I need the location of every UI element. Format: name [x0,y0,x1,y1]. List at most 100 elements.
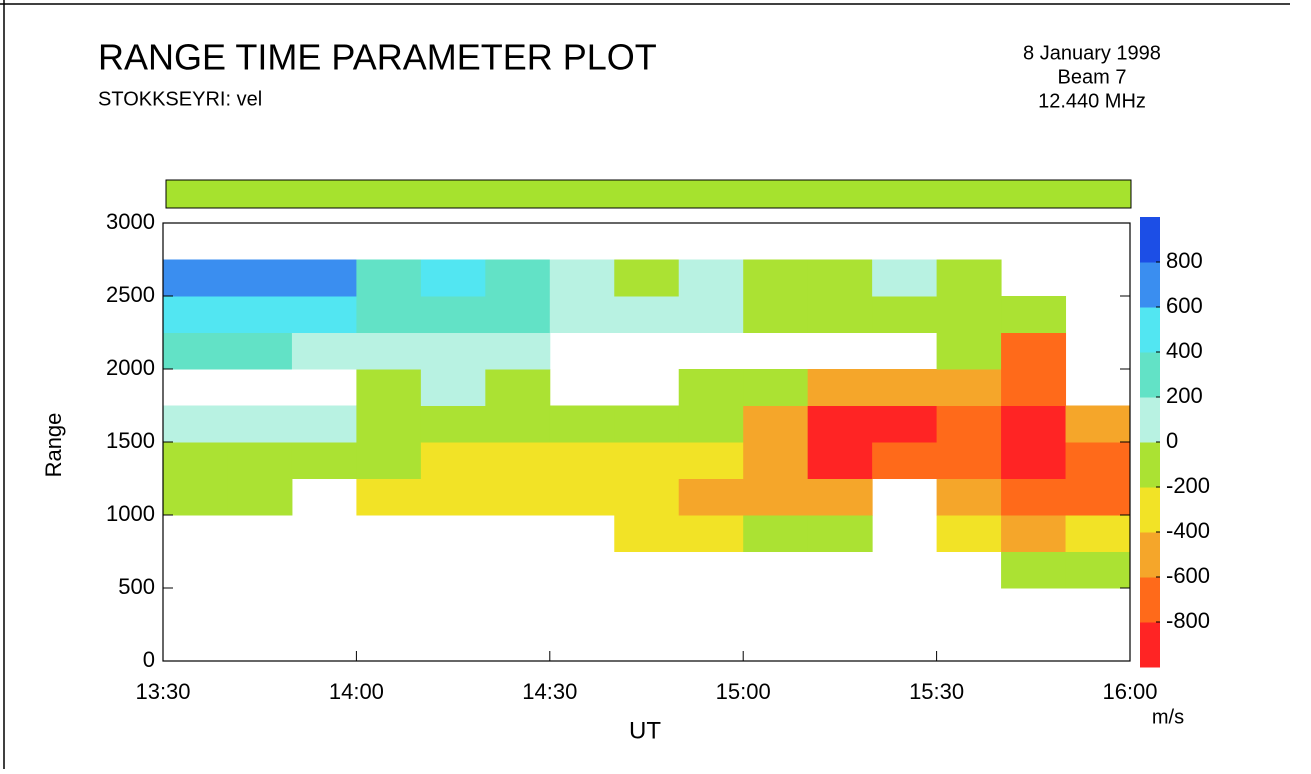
cell [1001,369,1067,406]
cell [420,259,486,297]
cell [485,369,551,406]
cell [1001,332,1067,370]
cell [420,405,486,443]
cell [163,405,228,443]
cell [227,296,293,333]
cell [163,296,228,333]
colorbar-tick-label: 0 [1166,428,1178,453]
cell [356,405,422,443]
cell [807,478,873,516]
cell [1001,551,1067,589]
cell [614,259,680,297]
cell [227,332,293,370]
cell [163,478,228,516]
colorbar-label: m/s [1152,706,1184,728]
colorbar-tick-label: -800 [1166,608,1210,633]
y-tick-label: 500 [118,574,155,599]
cell [614,478,680,516]
y-axis-label: Range [41,413,66,478]
x-tick-label: 16:00 [1102,679,1157,704]
x-tick-label: 15:30 [909,679,964,704]
cell [678,259,744,297]
colorbar-tick-label: -400 [1166,518,1210,543]
cell [356,442,422,479]
cell [743,259,809,297]
cell [227,478,293,516]
cell [420,369,486,406]
cell [291,405,357,443]
cell [743,515,809,552]
x-tick-label: 13:30 [135,679,190,704]
cell [485,296,551,333]
cell [1065,442,1131,479]
cell [485,478,551,516]
colorbar-segment [1140,577,1160,623]
cell [420,296,486,333]
cell [936,369,1002,406]
cell [614,296,680,333]
cell [549,259,615,297]
colorbar-tick-label: 800 [1166,248,1203,273]
cell [549,442,615,479]
cell [936,296,1002,333]
cell [549,296,615,333]
colorbar-segment [1140,397,1160,443]
cell [807,442,873,479]
cell [743,405,809,443]
cell [356,478,422,516]
chart-subtitle: STOKKSEYRI: vel [98,88,262,110]
cell [420,442,486,479]
cell [807,369,873,406]
cell [936,442,1002,479]
cell [936,405,1002,443]
chart-title: RANGE TIME PARAMETER PLOT [98,37,657,78]
status-bar [165,179,1132,209]
cell [291,442,357,479]
info-beam: Beam 7 [1058,66,1127,88]
cell [356,369,422,406]
colorbar-tick-label: 200 [1166,383,1203,408]
cell [614,405,680,443]
cell [872,369,938,406]
cell [227,442,293,479]
cell [936,259,1002,297]
cell [807,259,873,297]
x-tick-label: 15:00 [716,679,771,704]
cell [549,478,615,516]
cell [678,515,744,552]
colorbar-segment [1140,532,1160,578]
cell [678,478,744,516]
cell [807,296,873,333]
info-date: 8 January 1998 [1023,42,1161,64]
cell [163,259,228,297]
cell [807,405,873,443]
cell [291,332,357,370]
y-tick-label: 1000 [106,501,155,526]
cell [420,332,486,370]
cell [485,259,551,297]
cell [872,296,938,333]
cell [1065,515,1131,552]
cell [872,442,938,479]
cell [1001,442,1067,479]
cell [678,442,744,479]
cell [1001,478,1067,516]
colorbar-segment [1140,307,1160,353]
cell [743,478,809,516]
info-frequency: 12.440 MHz [1038,90,1146,112]
cell [678,296,744,333]
cell [485,332,551,370]
cell [1001,515,1067,552]
colorbar-tick-label: -200 [1166,473,1210,498]
colorbar-segment [1140,622,1160,668]
y-tick-label: 1500 [106,428,155,453]
cell [485,405,551,443]
cell [743,296,809,333]
y-tick-label: 0 [143,647,155,672]
colorbar-tick-label: 400 [1166,338,1203,363]
cell [163,442,228,479]
cell [936,332,1002,370]
cell [163,332,228,370]
colorbar-segment [1140,442,1160,488]
colorbar-segment [1140,217,1160,263]
